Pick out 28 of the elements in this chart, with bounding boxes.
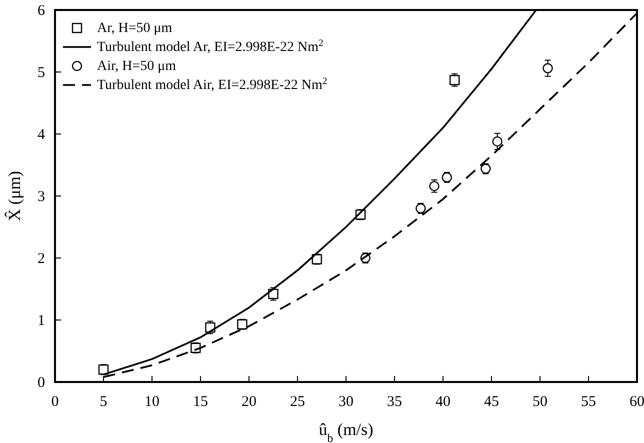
x-tick-label: 5 bbox=[100, 394, 108, 410]
y-tick-label: 2 bbox=[38, 251, 45, 267]
x-tick-label: 15 bbox=[193, 394, 208, 410]
y-tick-label: 0 bbox=[38, 375, 45, 391]
x-tick-label: 50 bbox=[532, 394, 548, 410]
legend-label: Ar, H=50 μm bbox=[97, 21, 172, 36]
legend-label: Air, H=50 μm bbox=[97, 59, 176, 74]
legend-label: Turbulent model Ar, EI=2.998E-22 Nm$^{2}$ bbox=[97, 38, 324, 55]
y-tick-label: 6 bbox=[38, 3, 46, 19]
x-tick-label: 20 bbox=[242, 394, 256, 410]
x-tick-label: 60 bbox=[630, 394, 644, 410]
x-tick-label: 30 bbox=[338, 394, 354, 410]
y-tick-label: 5 bbox=[38, 65, 45, 81]
legend-label: Turbulent model Air, EI=2.998E-22 Nm$^{2}$ bbox=[97, 76, 328, 93]
point bbox=[492, 136, 502, 147]
x-tick-label: 25 bbox=[290, 394, 305, 410]
x-tick-label: 35 bbox=[387, 394, 402, 410]
x-tick-label: 0 bbox=[51, 394, 59, 410]
y-tick-label: 3 bbox=[38, 189, 45, 205]
x-tick-label: 40 bbox=[436, 394, 450, 410]
y-tick-label: 4 bbox=[38, 127, 46, 143]
point bbox=[542, 63, 553, 74]
x-tick-label: 55 bbox=[581, 394, 596, 410]
x-tick-label: 10 bbox=[144, 394, 160, 410]
x-axis-title: û$_{b}$ (m/s) bbox=[318, 420, 374, 443]
y-tick-label: 1 bbox=[38, 313, 45, 329]
x-tick-label: 45 bbox=[484, 394, 499, 410]
y-axis-title: X̂ (μm) bbox=[4, 170, 24, 222]
